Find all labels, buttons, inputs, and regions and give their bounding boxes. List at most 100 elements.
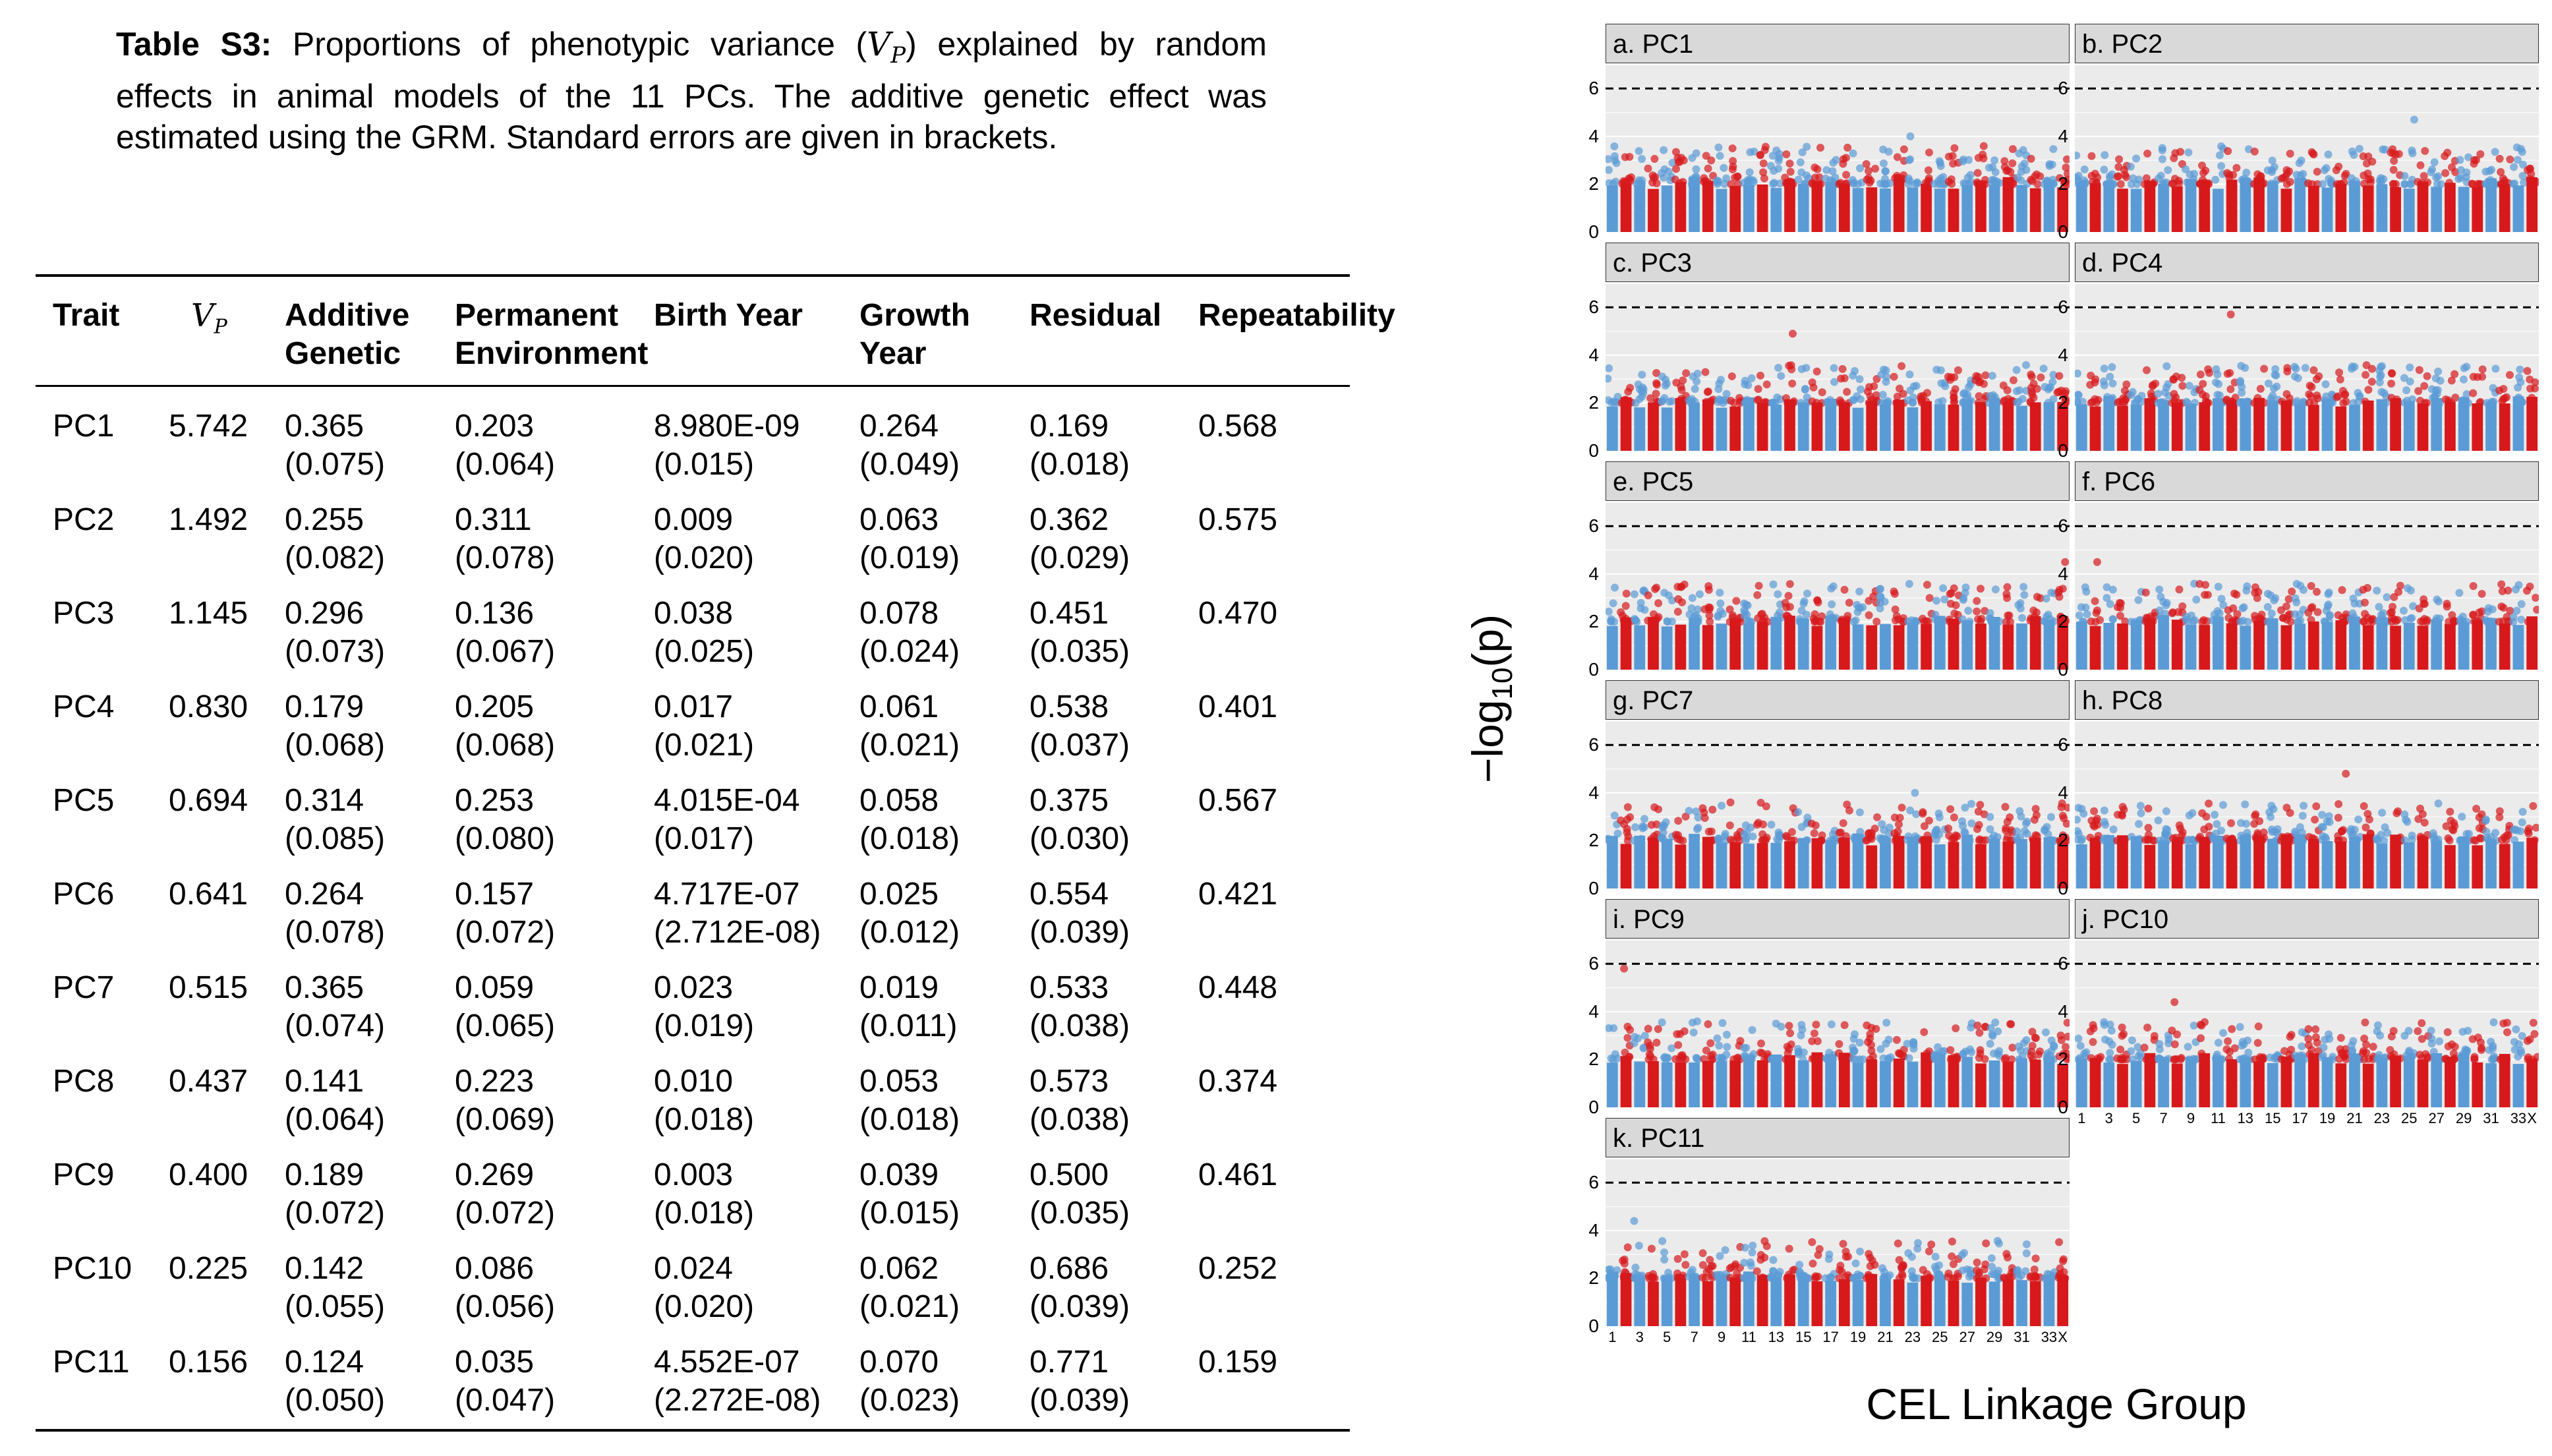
point-cloud	[1866, 401, 1878, 451]
snp-point	[1762, 833, 1771, 842]
point-cloud	[1607, 406, 1618, 451]
cell-repeatability: 0.567	[1198, 783, 1278, 818]
snp-point	[1876, 1045, 1885, 1053]
snp-point	[1849, 149, 1857, 158]
snp-point	[2063, 176, 2070, 185]
snp-point	[1829, 582, 1838, 591]
point-cloud	[1988, 185, 2000, 232]
snp-point	[2171, 149, 2180, 158]
snp-point	[2524, 829, 2533, 838]
point-cloud	[1797, 1060, 1809, 1107]
snp-point	[2304, 1025, 2313, 1034]
cell-trait: PC10	[53, 1251, 132, 1286]
point-cloud	[1961, 1283, 1973, 1326]
cell-standard-error: (2.712E-08)	[654, 915, 821, 950]
x-axis-label: CEL Linkage Group	[1866, 1380, 2247, 1428]
snp-point	[1866, 1253, 1874, 1262]
snp-point	[2020, 160, 2029, 168]
cell-birth: 4.552E-07 (2.272E-08)	[654, 1343, 821, 1420]
point-cloud	[2144, 619, 2156, 670]
cell-estimate: 0.003	[654, 1157, 734, 1192]
point-cloud	[1988, 1060, 2000, 1107]
snp-point	[2420, 595, 2428, 604]
snp-point	[1695, 590, 1704, 598]
snp-point	[2102, 594, 2111, 602]
snp-point	[1673, 608, 1682, 616]
snp-point	[1959, 1049, 1968, 1058]
snp-point	[2170, 390, 2178, 398]
cell-vp: 1.145	[169, 596, 248, 631]
cell-repeatability: 0.401	[1198, 689, 1278, 724]
snp-point	[1606, 155, 1612, 163]
snp-point	[1700, 1055, 1708, 1063]
cell-trait: PC4	[53, 689, 115, 724]
snp-point	[1658, 1237, 1667, 1245]
cell-standard-error: (0.018)	[1030, 447, 1130, 482]
snp-point	[1816, 144, 1825, 152]
y-tick-label: 6	[2058, 515, 2068, 537]
snp-point	[2014, 836, 2022, 845]
snp-point	[1843, 800, 1851, 809]
table-row: PC5 0.694 0.314 (0.085) 0.253 (0.080) 4.015E-0…	[36, 782, 1350, 875]
snp-point	[2459, 375, 2468, 384]
snp-point	[2219, 601, 2228, 610]
snp-point	[2447, 1040, 2456, 1049]
point-cloud	[2458, 397, 2470, 451]
snp-point	[1688, 594, 1696, 602]
snp-point	[2278, 614, 2287, 622]
cell-permanent: 0.035 (0.047)	[455, 1343, 555, 1420]
snp-point	[2487, 1055, 2496, 1064]
snp-point	[1631, 1033, 1639, 1041]
snp-point	[2478, 810, 2486, 819]
snp-point	[1884, 399, 1892, 407]
snp-point	[2307, 581, 2315, 590]
y-axis-label: −log10(p)	[1463, 614, 1519, 784]
snp-point	[2360, 1034, 2369, 1043]
snp-point	[1652, 390, 1660, 398]
manhattan-panel: f. PC6 0 2 4 6	[2058, 461, 2540, 680]
point-cloud	[2043, 401, 2055, 451]
snp-point	[2342, 397, 2350, 406]
snp-point	[1934, 398, 1943, 407]
point-cloud	[2417, 626, 2429, 670]
snp-point	[1662, 379, 1671, 388]
snp-point	[1976, 1049, 1985, 1058]
snp-point	[1756, 371, 1764, 380]
snp-point	[2390, 615, 2398, 624]
snp-point	[2155, 1039, 2164, 1048]
panel-title: g. PC7	[1613, 686, 1694, 715]
point-cloud	[1961, 185, 1973, 232]
snp-point	[2059, 1255, 2068, 1264]
snp-point	[2249, 180, 2258, 189]
x-tick-label: 1	[2077, 1110, 2086, 1126]
cell-vp: 1.492	[169, 502, 248, 537]
snp-point	[1673, 1254, 1682, 1263]
snp-point	[2061, 1043, 2070, 1051]
snp-point	[2197, 1021, 2206, 1030]
snp-point	[2170, 396, 2178, 405]
point-cloud	[1921, 1052, 1932, 1107]
snp-point	[2062, 155, 2070, 163]
snp-point	[1836, 1262, 1845, 1270]
snp-point	[1630, 836, 1638, 845]
snp-point	[1708, 805, 1717, 814]
snp-point	[2075, 1034, 2083, 1043]
snp-point	[2094, 395, 2102, 404]
snp-point	[2106, 600, 2114, 608]
point-cloud	[2445, 401, 2456, 451]
snp-point	[2445, 836, 2454, 844]
snp-point	[2055, 1238, 2064, 1246]
snp-point	[1742, 600, 1751, 609]
snp-point	[1967, 800, 1975, 808]
point-cloud	[2445, 624, 2456, 670]
snp-point	[2469, 372, 2478, 381]
snp-point	[2351, 836, 2360, 845]
point-cloud	[2390, 1056, 2401, 1107]
cell-standard-error: (0.072)	[455, 1196, 556, 1231]
cell-permanent: 0.253 (0.080)	[455, 782, 555, 858]
snp-point	[1950, 389, 1958, 397]
table-row: PC1 5.742 0.365 (0.075) 0.203 (0.064) 8.980E-0…	[36, 407, 1350, 501]
point-cloud	[2089, 626, 2101, 670]
snp-point	[1912, 382, 1921, 390]
snp-point	[2506, 155, 2514, 163]
